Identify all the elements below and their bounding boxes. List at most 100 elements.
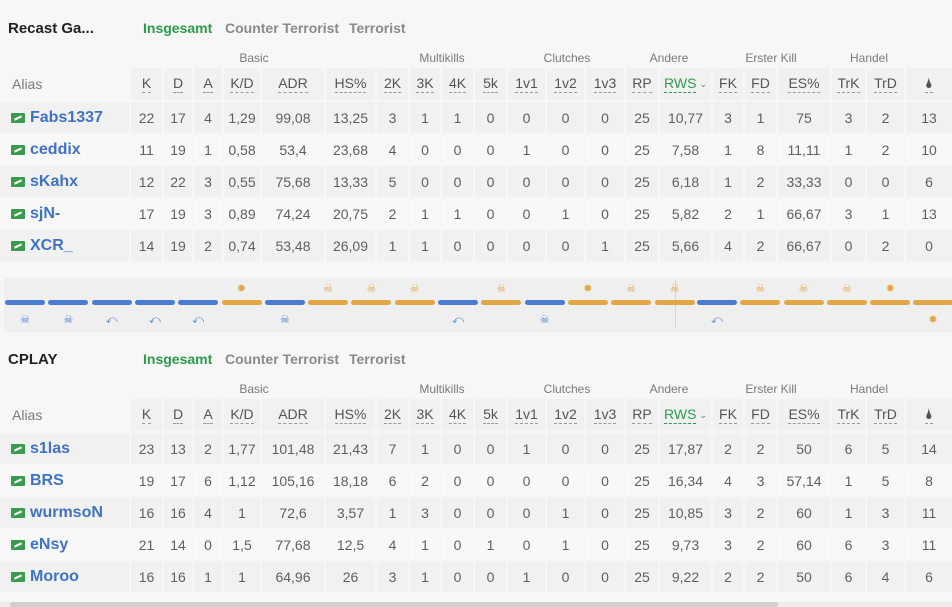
column-header-5k[interactable]: 5k: [475, 68, 506, 100]
alias-header-label: Alias: [12, 75, 43, 92]
column-header-bomb[interactable]: 🌢: [906, 68, 952, 100]
column-header-adr[interactable]: ADR: [262, 399, 324, 431]
column-header-kd[interactable]: K/D: [224, 399, 260, 431]
round-bar-t[interactable]: [611, 300, 652, 305]
column-header-kd[interactable]: K/D: [224, 68, 260, 100]
column-header-fk[interactable]: FK: [713, 68, 743, 100]
column-header-hs[interactable]: HS%: [326, 68, 375, 100]
round-bar-ct[interactable]: [91, 300, 132, 305]
column-header-4k[interactable]: 4K: [442, 399, 473, 431]
table-row: wurmsoN 16 16 4 1 72,6 3,57 1 3 0 0 0 1 0 25 10,85 3 2 60 1…: [0, 497, 952, 528]
stat-2k: 2: [377, 198, 408, 229]
round-bar-t[interactable]: [654, 300, 695, 305]
column-header-fk[interactable]: FK: [713, 399, 743, 431]
tab-terrorist[interactable]: Terrorist: [349, 351, 406, 367]
player-name-link[interactable]: XCR_: [30, 236, 73, 254]
column-header-2k[interactable]: 2K: [377, 399, 408, 431]
column-header-d[interactable]: D: [164, 68, 192, 100]
round-bar-ct[interactable]: [697, 300, 737, 305]
column-header-es[interactable]: ES%: [778, 68, 830, 100]
player-name-link[interactable]: sjN-: [30, 204, 61, 222]
stat-rp: 25: [626, 102, 658, 133]
round-bar-t[interactable]: [221, 300, 262, 305]
stat-bomb: 8: [906, 465, 952, 496]
player-name-link[interactable]: wurmsoN: [30, 503, 103, 521]
column-header-rp[interactable]: RP: [626, 68, 658, 100]
round-bar-t[interactable]: [783, 300, 824, 305]
round-bar-ct[interactable]: [264, 300, 305, 305]
column-header-rp[interactable]: RP: [626, 399, 658, 431]
round-bar-ct[interactable]: [5, 300, 45, 305]
tab-insgesamt[interactable]: Insgesamt: [143, 351, 213, 367]
column-header-1v3[interactable]: 1v3: [586, 399, 624, 431]
round-bar-ct[interactable]: [178, 300, 219, 305]
column-header-trk[interactable]: TrK: [832, 399, 865, 431]
stat-es: 33,33: [778, 166, 830, 197]
round-bar-t[interactable]: [740, 300, 781, 305]
column-header-es[interactable]: ES%: [778, 399, 830, 431]
round-bar-t[interactable]: [481, 300, 522, 305]
horizontal-scrollbar[interactable]: [0, 602, 952, 607]
column-header-trd[interactable]: TrD: [867, 399, 904, 431]
round-bar-t[interactable]: [351, 300, 392, 305]
player-name-link[interactable]: ceddix: [30, 140, 81, 158]
stat-k: 11: [131, 134, 162, 165]
round-bar-ct[interactable]: [48, 300, 89, 305]
player-name-link[interactable]: Fabs1337: [30, 108, 103, 126]
column-header-4k[interactable]: 4K: [442, 68, 473, 100]
round-bar-t[interactable]: [913, 300, 952, 305]
column-header-1v3[interactable]: 1v3: [586, 68, 624, 100]
round-bar-t[interactable]: [394, 300, 435, 305]
column-header-rws[interactable]: RWS ⌄: [660, 68, 711, 100]
stat-bomb: 10: [906, 134, 952, 165]
column-header-1v2[interactable]: 1v2: [547, 399, 584, 431]
column-header-a[interactable]: A: [194, 399, 222, 431]
stat-5k: 0: [475, 166, 506, 197]
stat-d: 16: [164, 561, 192, 592]
stat-1v2: 0: [547, 230, 584, 261]
column-header-1v1[interactable]: 1v1: [508, 399, 545, 431]
stat-1v3: 1: [586, 230, 624, 261]
column-header-trk[interactable]: TrK: [832, 68, 865, 100]
tab-insgesamt[interactable]: Insgesamt: [143, 20, 213, 36]
scrollbar-thumb[interactable]: [10, 602, 778, 607]
column-header-3k[interactable]: 3K: [410, 68, 440, 100]
player-name-link[interactable]: eNsy: [30, 535, 69, 553]
column-header-2k[interactable]: 2K: [377, 68, 408, 100]
column-header-bomb[interactable]: 🌢: [906, 399, 952, 431]
column-header-rws[interactable]: RWS ⌄: [660, 399, 711, 431]
column-header-fd[interactable]: FD: [745, 399, 776, 431]
player-name-link[interactable]: s1las: [30, 439, 71, 457]
column-header-adr[interactable]: ADR: [262, 68, 324, 100]
column-header-fd[interactable]: FD: [745, 68, 776, 100]
round-bar-t[interactable]: [308, 300, 349, 305]
round-bar-ct[interactable]: [438, 300, 478, 305]
round-bar-ct[interactable]: [134, 300, 175, 305]
tab-counter-terrorist[interactable]: Counter Terrorist: [225, 20, 340, 36]
round-bar-t[interactable]: [870, 300, 911, 305]
stat-es: 66,67: [778, 230, 830, 261]
column-header-k[interactable]: K: [131, 399, 162, 431]
stat-5k: 0: [475, 433, 506, 464]
tab-counter-terrorist[interactable]: Counter Terrorist: [225, 351, 340, 367]
round-bar-ct[interactable]: [524, 300, 565, 305]
tab-terrorist[interactable]: Terrorist: [349, 20, 406, 36]
column-header-1v2[interactable]: 1v2: [547, 68, 584, 100]
player-name-link[interactable]: BRS: [30, 471, 64, 489]
stat-fk: 1: [713, 134, 743, 165]
column-header-k[interactable]: K: [131, 68, 162, 100]
column-header-1v1[interactable]: 1v1: [508, 68, 545, 100]
column-header-d[interactable]: D: [164, 399, 192, 431]
player-name-link[interactable]: Moroo: [30, 567, 79, 585]
stat-1v3: 0: [586, 433, 624, 464]
round-bar-t[interactable]: [826, 300, 867, 305]
stat-rws: 7,58: [660, 134, 711, 165]
column-header-trd[interactable]: TrD: [867, 68, 904, 100]
round-bar-t[interactable]: [567, 300, 608, 305]
column-header-a[interactable]: A: [194, 68, 222, 100]
column-header-hs[interactable]: HS%: [326, 399, 375, 431]
player-name-link[interactable]: sKahx: [30, 172, 79, 190]
stat-rp: 25: [626, 529, 658, 560]
column-header-3k[interactable]: 3K: [410, 399, 440, 431]
column-header-5k[interactable]: 5k: [475, 399, 506, 431]
